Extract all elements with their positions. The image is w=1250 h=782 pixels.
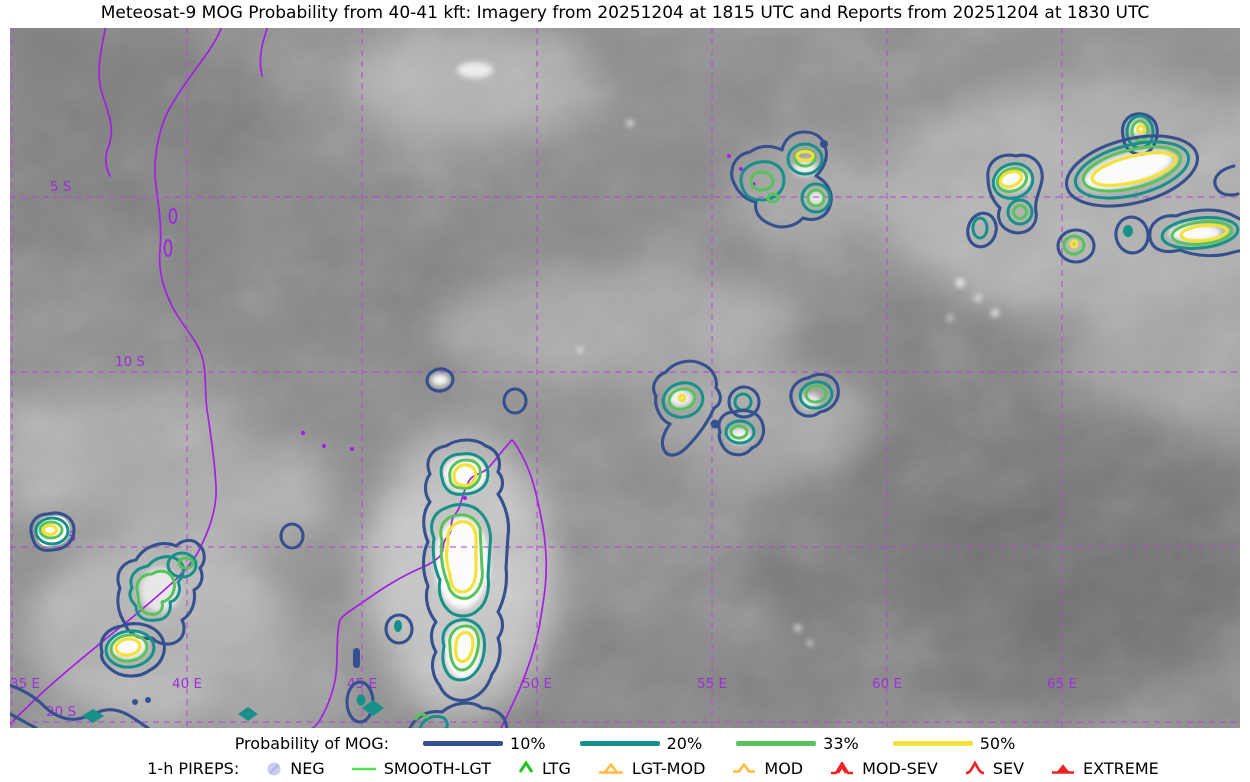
satellite-map: 5 S 10 S 15 S 20 S 35 E 40 E 45 E 50 E 5… xyxy=(10,28,1240,728)
caret-with-feet-icon xyxy=(964,759,986,777)
legend-item-label: 10% xyxy=(510,733,546,753)
caret-icon xyxy=(517,759,535,777)
legend-item-mod-sev: MOD-SEV xyxy=(829,759,938,778)
madagascar-coastline xyxy=(311,439,548,728)
river-lines xyxy=(259,28,269,77)
triangle-with-inner-caret-icon xyxy=(829,759,855,777)
lon-label: 65 E xyxy=(1047,676,1077,692)
grid-lines xyxy=(10,28,1240,728)
probability-legend: Probability of MOG: 10% 20% 33% 50% xyxy=(0,730,1250,756)
filled-triangle-on-base-icon xyxy=(1050,759,1076,777)
lat-label: 10 S xyxy=(115,354,145,370)
probability-legend-label: Probability of MOG: xyxy=(234,733,390,753)
contour-cluster-left-small xyxy=(29,511,76,552)
pireps-legend: 1-h PIREPS: NEG SMOOTH-LGT LTG LGT-M xyxy=(28,755,1250,781)
page-title: Meteosat-9 MOG Probability from 40-41 kf… xyxy=(100,3,1150,23)
contour-10pct-swatch xyxy=(423,740,504,746)
legend-item-label: SEV xyxy=(992,758,1025,778)
map-container: 5 S 10 S 15 S 20 S 35 E 40 E 45 E 50 E 5… xyxy=(10,28,1240,728)
lon-label: 35 E xyxy=(10,676,40,692)
lat-label: 5 S xyxy=(50,179,71,195)
legend-item-label: LTG xyxy=(541,758,571,778)
legend-item-20pct: 20% xyxy=(579,733,703,753)
contour-cluster-top-middle xyxy=(730,130,833,229)
legend-item-ltg: LTG xyxy=(517,759,571,778)
open-triangle-on-base-icon xyxy=(597,759,625,777)
contour-33pct-swatch xyxy=(736,740,817,746)
island-outline xyxy=(163,239,173,257)
legend-item-extreme: EXTREME xyxy=(1050,759,1159,778)
contour-cluster-left-main xyxy=(99,538,206,678)
legend-item-50pct: 50% xyxy=(892,733,1016,753)
contour-bottom-left xyxy=(10,683,384,728)
legend-item-label: MOD xyxy=(764,758,804,778)
island-outline xyxy=(168,208,178,224)
legend-item-label: EXTREME xyxy=(1083,758,1159,778)
lon-label: 55 E xyxy=(697,676,727,692)
contour-50pct-swatch xyxy=(892,740,973,746)
pireps-legend-label: 1-h PIREPS: xyxy=(147,758,240,778)
legend-item-mod: MOD xyxy=(731,759,803,778)
legend-item-label: LGT-MOD xyxy=(631,758,706,778)
legend-item-10pct: 10% xyxy=(423,734,546,753)
contour-cluster-madagascar xyxy=(345,438,511,728)
line-icon xyxy=(351,759,377,777)
legend-item-33pct: 33% xyxy=(736,734,859,753)
legend-item-label: NEG xyxy=(290,758,325,778)
wide-caret-icon xyxy=(731,759,757,777)
mog-contours xyxy=(10,112,1240,728)
cloud-background xyxy=(10,28,1240,728)
lon-label: 40 E xyxy=(172,676,202,692)
lon-label: 60 E xyxy=(872,676,902,692)
null-circle-icon xyxy=(265,759,283,777)
legend-item-label: MOD-SEV xyxy=(862,758,938,778)
legend-item-label: 33% xyxy=(823,733,859,753)
contour-cluster-top-right xyxy=(966,112,1240,264)
legend-item-sev: SEV xyxy=(964,759,1024,778)
contour-cluster-middle xyxy=(652,359,840,457)
legend-item-lgt-mod: LGT-MOD xyxy=(597,758,706,778)
legend-item-smooth-lgt: SMOOTH-LGT xyxy=(351,759,491,778)
lat-label: 20 S xyxy=(46,704,76,720)
lon-label: 50 E xyxy=(522,676,552,692)
legend-item-label: SMOOTH-LGT xyxy=(383,758,491,778)
legend-item-label: 50% xyxy=(979,733,1016,753)
contour-small-rings xyxy=(279,367,528,550)
contour-20pct-swatch xyxy=(579,740,660,746)
small-islands xyxy=(300,154,756,500)
grid-labels: 5 S 10 S 15 S 20 S 35 E 40 E 45 E 50 E 5… xyxy=(10,179,1077,720)
legend-item-neg: NEG xyxy=(265,758,325,778)
river-lines xyxy=(98,28,113,177)
legend-item-label: 20% xyxy=(666,733,703,753)
